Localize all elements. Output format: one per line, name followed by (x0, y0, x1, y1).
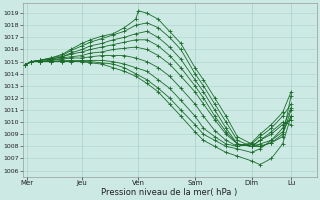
X-axis label: Pression niveau de la mer( hPa ): Pression niveau de la mer( hPa ) (101, 188, 238, 197)
